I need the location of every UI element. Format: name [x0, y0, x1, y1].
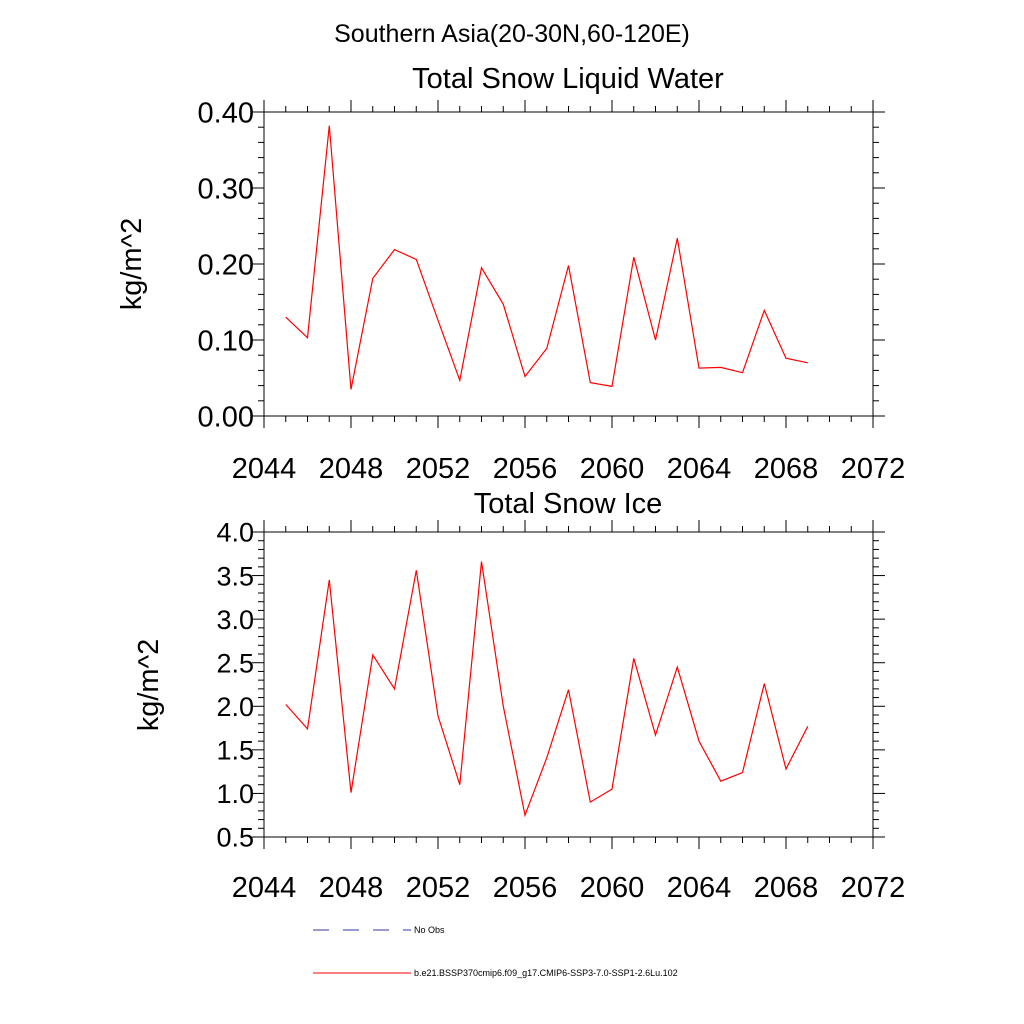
x-tick-label: 2056 — [493, 872, 558, 904]
x-tick-label: 2044 — [232, 453, 297, 485]
x-tick-label: 2052 — [406, 872, 471, 904]
y-tick-label: 0.40 — [198, 97, 254, 129]
y-tick-label: 1.0 — [216, 779, 254, 809]
x-tick-label: 2072 — [841, 453, 906, 485]
y-tick-label: 0.00 — [198, 401, 254, 433]
y-tick-label: 4.0 — [216, 518, 254, 548]
y-tick-label: 2.0 — [216, 692, 254, 722]
figure-title: Southern Asia(20-30N,60-120E) — [334, 20, 690, 48]
x-tick-label: 2072 — [841, 872, 906, 904]
series-line — [285, 561, 809, 818]
y-tick-label: 0.10 — [198, 325, 254, 357]
x-tick-label: 2048 — [319, 872, 384, 904]
x-tick-label: 2060 — [580, 453, 645, 485]
x-tick-label: 2068 — [754, 872, 819, 904]
series-line — [285, 125, 808, 390]
x-tick-label: 2052 — [406, 453, 471, 485]
plot-area: 2044 2048 2052 2056 2060 2064 2068 2072 0.5 1.0 1.… — [216, 518, 905, 904]
y-tick-label: 0.5 — [216, 823, 254, 853]
plot-frame — [263, 111, 874, 417]
plot-frame — [263, 531, 874, 838]
x-tick-label: 2048 — [319, 453, 384, 485]
legend-label-model: b.e21.BSSP370cmip6.f09_g17.CMIP6-SSP3-7.… — [414, 968, 678, 978]
panel-snow-liquid-water: Total Snow Liquid Water kg/m^2 2044 2048 2… — [116, 63, 905, 485]
y-tick-label: 0.20 — [198, 249, 254, 281]
y-tick-label: 3.5 — [216, 561, 254, 591]
y-tick-label: 2.5 — [216, 648, 254, 678]
y-tick-label: 1.5 — [216, 736, 254, 766]
legend-label-no-obs: No Obs — [414, 925, 445, 935]
y-tick-label: 0.30 — [198, 173, 254, 205]
x-tick-label: 2044 — [232, 872, 297, 904]
y-axis-label: kg/m^2 — [133, 639, 165, 732]
x-tick-label: 2068 — [754, 453, 819, 485]
y-tick-label: 3.0 — [216, 605, 254, 635]
y-axis-label: kg/m^2 — [116, 218, 148, 311]
panel-title: Total Snow Liquid Water — [412, 63, 724, 95]
x-tick-label: 2056 — [493, 453, 558, 485]
panel-title: Total Snow Ice — [474, 488, 663, 520]
x-tick-label: 2064 — [667, 453, 732, 485]
plot-area: 2044 2048 2052 2056 2060 2064 2068 2072 0.00 0.10… — [198, 97, 906, 485]
legend: No Obs b.e21.BSSP370cmip6.f09_g17.CMIP6-… — [313, 925, 678, 978]
x-tick-label: 2060 — [580, 872, 645, 904]
x-tick-label: 2064 — [667, 872, 732, 904]
panel-snow-ice: Total Snow Ice kg/m^2 2044 2048 2052 2056 20… — [133, 488, 905, 904]
